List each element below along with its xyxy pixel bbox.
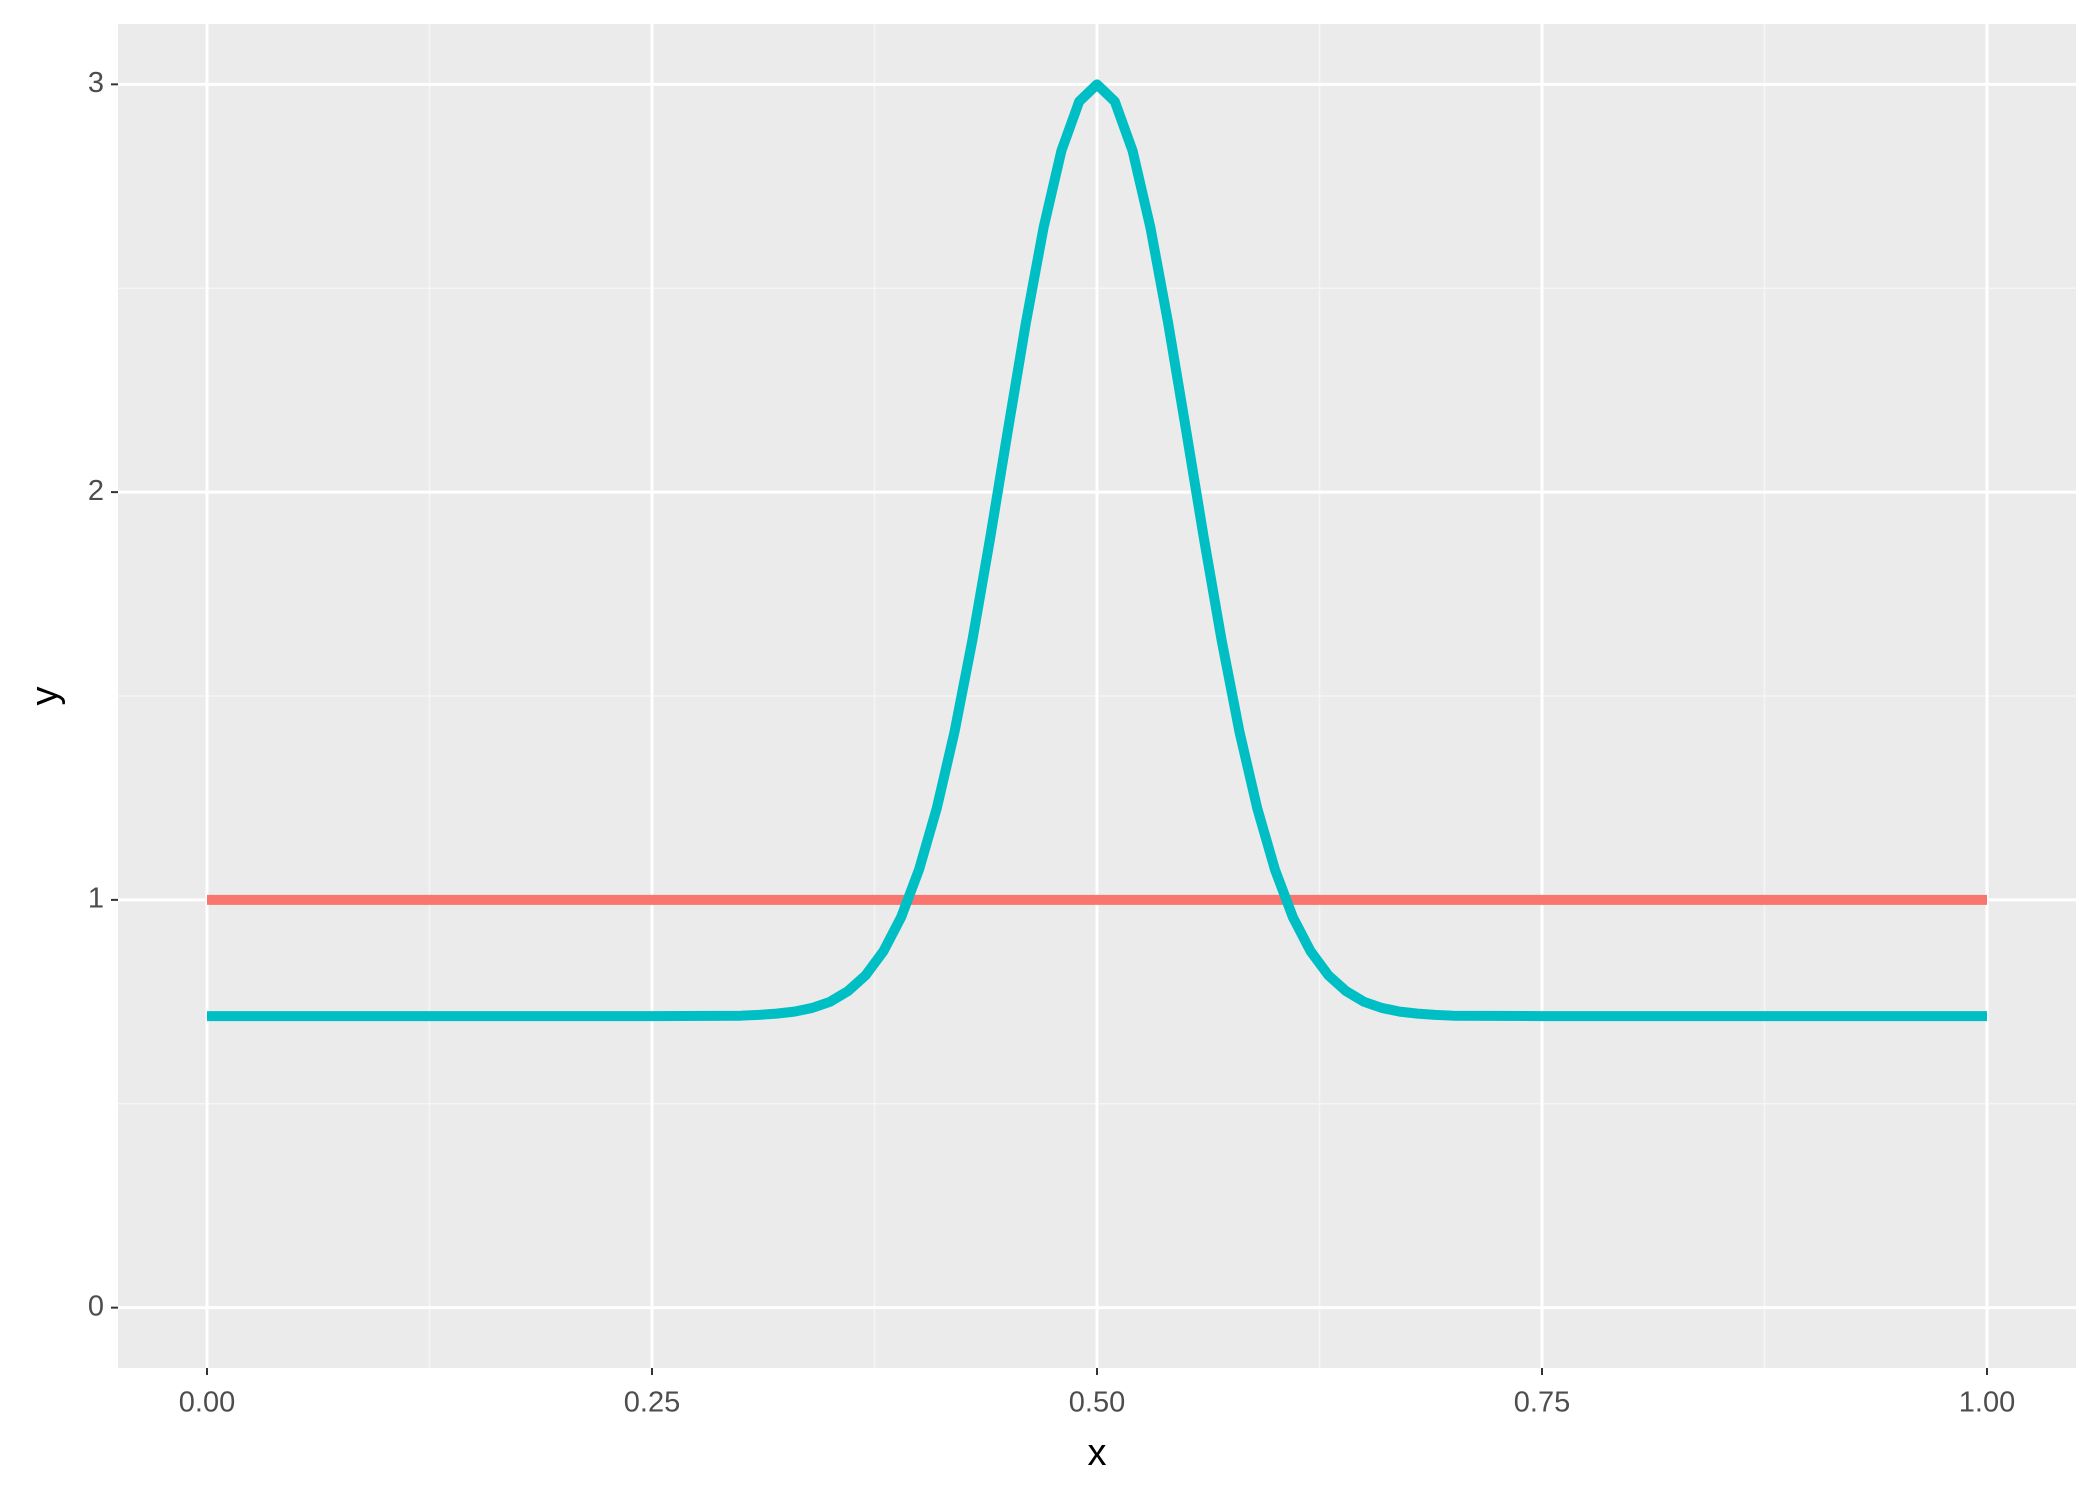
- y-tick-label: 0: [88, 1290, 104, 1322]
- y-tick-label: 3: [88, 67, 104, 99]
- y-tick-label: 2: [88, 475, 104, 507]
- x-tick-label: 0.75: [1514, 1387, 1570, 1419]
- x-tick-label: 1.00: [1959, 1387, 2015, 1419]
- x-tick-label: 0.25: [624, 1387, 680, 1419]
- y-axis-title: y: [24, 687, 66, 706]
- y-tick-label: 1: [88, 883, 104, 915]
- x-tick-label: 0.00: [179, 1387, 235, 1419]
- x-axis-title: x: [1088, 1432, 1107, 1474]
- line-series: [207, 79, 1987, 1022]
- x-tick-label: 0.50: [1069, 1387, 1125, 1419]
